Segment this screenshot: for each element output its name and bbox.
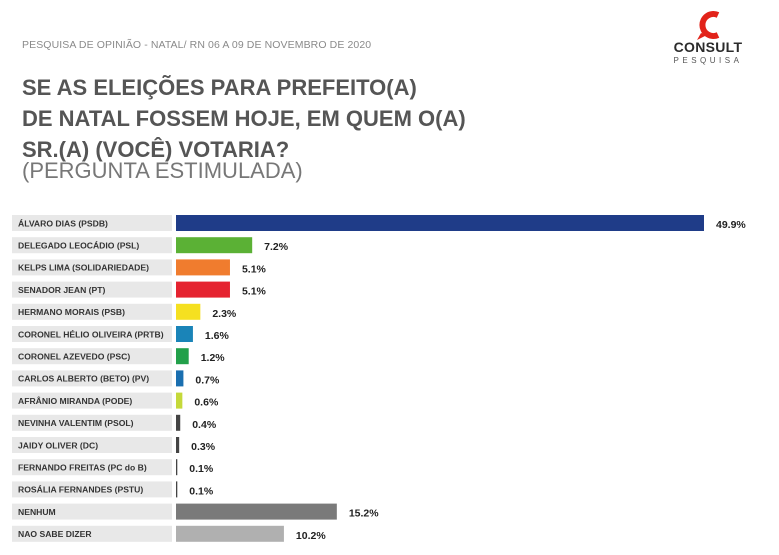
category-label: HERMANO MORAIS (PSB): [18, 307, 125, 317]
bar: [176, 437, 180, 453]
bar: [176, 215, 704, 231]
value-label: 5.1%: [242, 286, 267, 298]
value-label: 7.2%: [264, 241, 289, 253]
category-label-bg: [12, 370, 172, 387]
category-label: DELEGADO LEOCÁDIO (PSL): [18, 241, 139, 251]
bar: [176, 259, 230, 276]
category-label-bg: [12, 259, 172, 276]
value-label: 0.7%: [195, 374, 220, 386]
category-label-bg: [12, 525, 172, 542]
bar: [176, 525, 284, 542]
value-label: 5.1%: [242, 263, 267, 275]
bar: [176, 392, 183, 409]
value-label: 0.6%: [194, 397, 219, 409]
category-label: NAO SABE DIZER: [18, 529, 92, 539]
category-label-bg: [12, 281, 172, 298]
logo-name: CONSULT: [673, 39, 743, 55]
category-label-bg: [12, 237, 172, 254]
question-line-1: SE AS ELEIÇÕES PARA PREFEITO(A): [22, 75, 417, 100]
value-label: 0.4%: [192, 419, 217, 431]
bar: [176, 237, 253, 254]
bar: [176, 348, 189, 365]
bar: [176, 281, 230, 298]
category-label-bg: [12, 437, 172, 453]
category-label: CARLOS ALBERTO (BETO) (PV): [18, 374, 149, 384]
category-label-bg: [12, 303, 172, 320]
category-label: CORONEL AZEVEDO (PSC): [18, 352, 130, 362]
category-label: AFRÂNIO MIRANDA (PODE): [18, 395, 132, 406]
category-label-bg: [12, 459, 172, 476]
category-label: ÁLVARO DIAS (PSDB): [18, 218, 108, 228]
value-label: 15.2%: [349, 508, 379, 520]
question-line-2: DE NATAL FOSSEM HOJE, EM QUEM O(A): [22, 106, 466, 131]
question-subtitle: (PERGUNTA ESTIMULADA): [22, 158, 303, 183]
category-label: KELPS LIMA (SOLIDARIEDADE): [18, 263, 149, 273]
bar: [176, 503, 337, 520]
value-label: 0.1%: [189, 463, 214, 475]
category-label: JAIDY OLIVER (DC): [18, 440, 98, 450]
category-label-bg: [12, 481, 172, 498]
bar: [176, 326, 193, 342]
value-label: 1.6%: [205, 330, 230, 342]
bar: [176, 459, 178, 476]
value-label: 49.9%: [716, 219, 746, 231]
category-label-bg: [12, 503, 172, 520]
category-label: ROSÁLIA FERNANDES (PSTU): [18, 485, 143, 495]
category-label-bg: [12, 348, 172, 365]
consult-logo-icon: [697, 11, 720, 40]
bar: [176, 481, 178, 498]
category-label: SENADOR JEAN (PT): [18, 285, 106, 295]
category-label-bg: [12, 215, 172, 231]
category-label: NEVINHA VALENTIM (PSOL): [18, 418, 134, 428]
question-line-3: SR.(A) (VOCÊ) VOTARIA?: [22, 137, 290, 162]
category-label-bg: [12, 392, 172, 409]
value-label: 0.3%: [191, 441, 216, 453]
survey-note: PESQUISA DE OPINIÃO - NATAL/ RN 06 A 09 …: [22, 39, 372, 51]
value-label: 10.2%: [296, 530, 326, 542]
value-label: 2.3%: [212, 308, 237, 320]
category-label-bg: [12, 414, 172, 431]
bar: [176, 303, 201, 320]
consult-logo: CONSULT PESQUISA: [667, 11, 749, 71]
category-label: NENHUM: [18, 507, 56, 517]
value-label: 1.2%: [201, 352, 226, 364]
category-label-bg: [12, 326, 172, 342]
bar: [176, 370, 184, 387]
category-label: FERNANDO FREITAS (PC do B): [18, 463, 147, 473]
category-label: CORONEL HÉLIO OLIVEIRA (PRTB): [18, 329, 164, 339]
logo-subtitle: PESQUISA: [673, 56, 743, 65]
question-title: SE AS ELEIÇÕES PARA PREFEITO(A) DE NATAL…: [22, 72, 622, 165]
value-label: 0.1%: [189, 485, 214, 497]
bar: [176, 414, 181, 431]
